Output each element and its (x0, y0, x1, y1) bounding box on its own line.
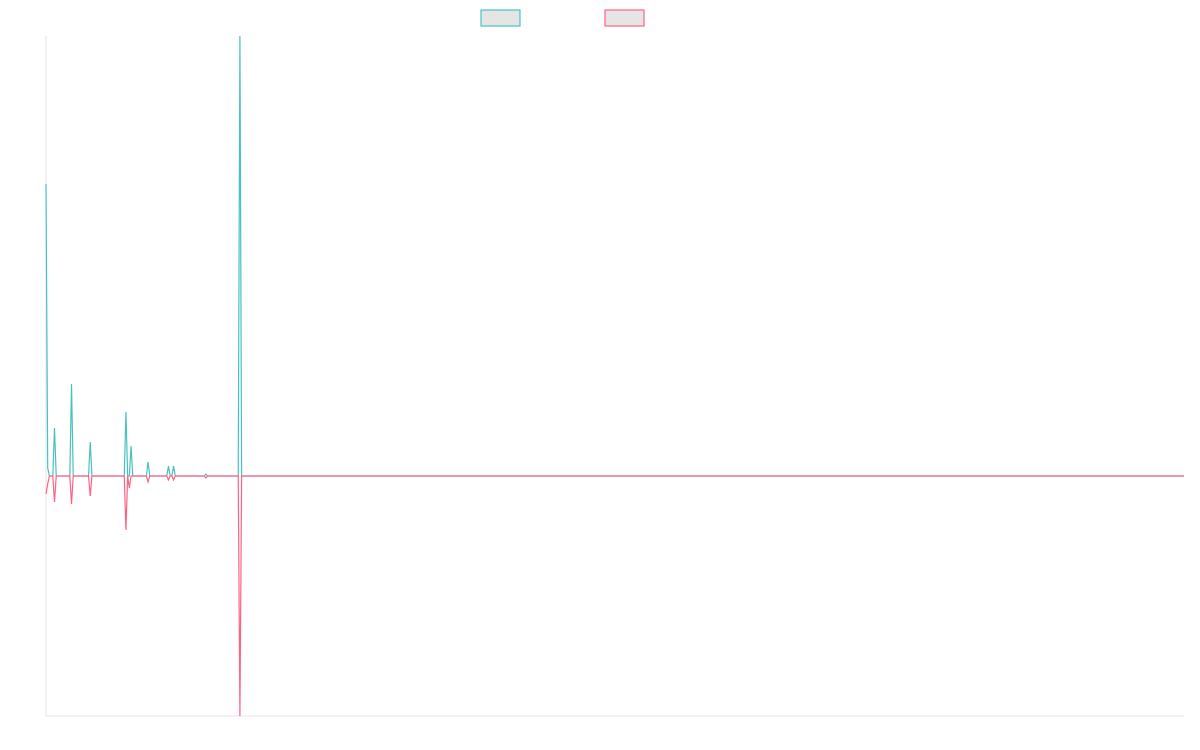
legend-swatch-series-1[interactable] (480, 9, 521, 27)
series-line-1 (45, 35, 1184, 477)
series-line-2 (45, 475, 1184, 717)
legend-swatch-series-2[interactable] (604, 9, 645, 27)
chart-legend (480, 9, 645, 27)
series-group (45, 35, 1184, 717)
